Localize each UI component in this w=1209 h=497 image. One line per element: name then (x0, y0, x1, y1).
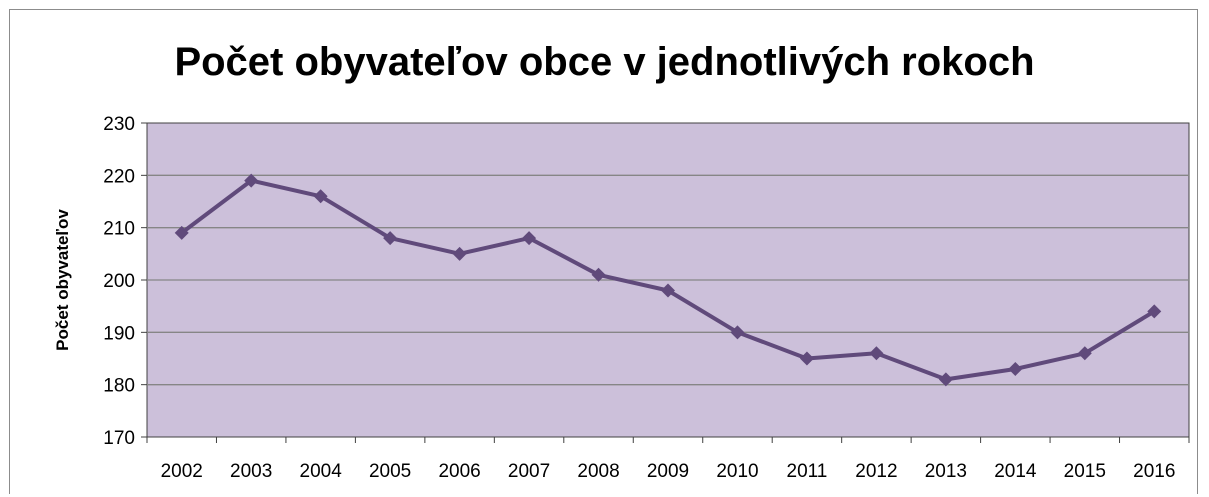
x-tick-label: 2010 (716, 461, 758, 482)
data-markers (174, 173, 1162, 387)
x-tick-label: 2012 (855, 461, 897, 482)
y-tick-label: 170 (103, 428, 135, 449)
x-tick-label: 2014 (994, 461, 1037, 482)
x-tick-label: 2011 (787, 461, 828, 482)
x-tick-label: 2013 (925, 461, 967, 482)
data-point-marker (1008, 361, 1023, 376)
y-tick-label: 200 (103, 271, 135, 292)
data-point-marker (313, 189, 328, 204)
x-tick-label: 2006 (438, 461, 480, 482)
x-tick-label: 2004 (300, 461, 343, 482)
data-point-marker (869, 346, 884, 361)
data-point-marker (1077, 346, 1092, 361)
y-tick-label: 220 (103, 166, 135, 187)
data-point-marker (730, 325, 745, 340)
y-tick-label: 210 (103, 219, 135, 240)
data-point-marker (383, 231, 398, 246)
x-tick-label: 2015 (1064, 461, 1106, 482)
x-tick-label: 2005 (369, 461, 411, 482)
y-tick-label: 180 (103, 376, 135, 397)
y-tick-label: 190 (103, 323, 135, 344)
x-tick-label: 2002 (161, 461, 203, 482)
data-point-marker (174, 225, 189, 240)
data-point-marker (799, 351, 814, 366)
y-axis-ticks: 170 180 190 200 210 220 230 (103, 114, 147, 449)
data-point-marker (522, 231, 537, 246)
y-tick-label: 230 (103, 114, 135, 135)
x-tick-label: 2003 (230, 461, 272, 482)
data-point-marker (591, 267, 606, 282)
chart-title: Počet obyvateľov obce v jednotlivých rok… (174, 40, 1035, 84)
gridlines (147, 174, 1189, 386)
data-point-marker (938, 372, 953, 387)
x-axis-ticks: 2002 2003 2004 2005 2006 2007 2008 2009 2010 2011… (146, 437, 1190, 482)
x-tick-label: 2016 (1133, 461, 1175, 482)
data-point-marker (244, 173, 259, 188)
data-point-marker (661, 283, 675, 298)
x-tick-label: 2008 (577, 461, 619, 482)
data-point-marker (452, 246, 467, 261)
data-point-marker (1147, 304, 1162, 319)
x-tick-label: 2007 (508, 461, 550, 482)
x-tick-label: 2009 (647, 461, 689, 482)
